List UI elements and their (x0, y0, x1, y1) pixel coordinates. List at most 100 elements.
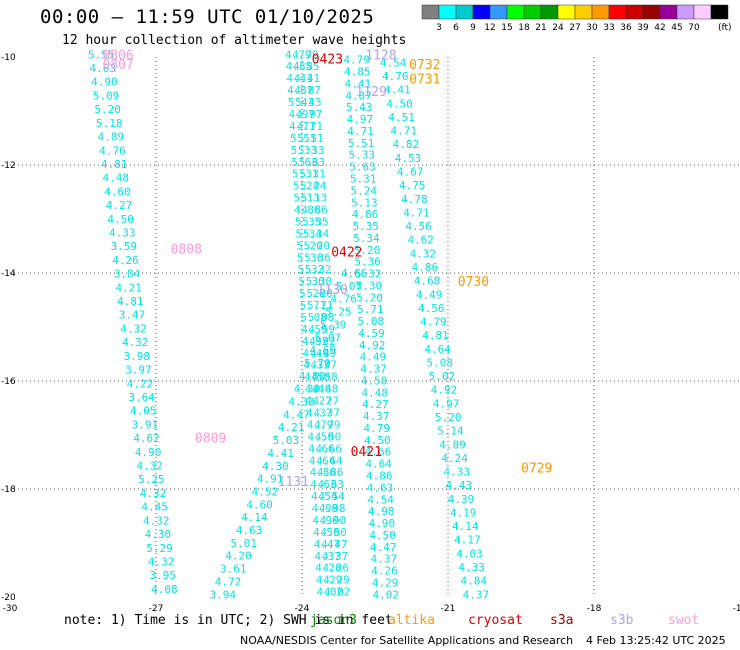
swot-swh-value: 3.64 (128, 391, 155, 404)
jason3-swh-value: 4.48 (312, 383, 339, 396)
swot-swh-value: 5.55 (88, 48, 115, 61)
pass-time-label: 0807 (102, 58, 133, 73)
jason3-swh-value: 4.64 (316, 454, 343, 467)
color-swatch (676, 4, 695, 20)
color-scale-label: 21 (535, 23, 546, 33)
jason3-swh-value: 4.92 (302, 335, 329, 348)
s3b-swh-value: 4.58 (361, 374, 388, 387)
altika-swh-value: 4.54 (380, 56, 407, 69)
swot-swh-value: 3.97 (125, 364, 152, 377)
s3b-swh-value: 5.20 (356, 291, 383, 304)
jason3-swh-value: 4.64 (309, 454, 336, 467)
swot-swh-value: 4.32 (122, 336, 149, 349)
cryosat-swh-value: 4.60 (246, 498, 272, 511)
jason3-swh-value: 5.24 (300, 180, 327, 193)
pass-time-label: 1129 (356, 85, 387, 100)
cryosat-swh-value: 4.66 (341, 267, 368, 280)
altika-swh-value: 4.89 (439, 438, 466, 451)
s3b-swh-value: 5.24 (351, 184, 378, 197)
s3b-swh-value: 5.63 (349, 161, 376, 174)
legend-cryosat: cryosat (468, 613, 523, 628)
jason3-swh-value: 4.98 (312, 502, 339, 515)
cryosat-swh-value: 3.94 (210, 588, 237, 601)
pass-time-label: 0730 (458, 275, 489, 290)
jason3-swh-value: 4.86 (310, 466, 337, 479)
y-tick-label: -10 (1, 53, 16, 63)
altika-swh-value: 4.76 (382, 70, 409, 83)
s3b-swh-value: 5.31 (350, 173, 377, 186)
color-scale-label: 30 (586, 23, 598, 33)
pass-time-label: 0421 (351, 445, 382, 460)
s3b-swh-value: 4.86 (366, 470, 393, 483)
s3b-swh-value: 4.71 (347, 125, 374, 138)
swot-swh-value: 4.32 (120, 322, 147, 335)
swot-swh-value: 4.32 (140, 487, 167, 500)
jason3-swh-value: 5.35 (295, 215, 322, 228)
x-tick-label: -27 (149, 604, 164, 614)
swot-swh-value: 4.50 (107, 213, 134, 226)
cryosat-swh-value: 5.07 (315, 331, 342, 344)
jason3-swh-value: 5.13 (301, 192, 328, 205)
s3b-swh-value: 4.92 (359, 339, 386, 352)
cryosat-swh-value: 4.47 (283, 408, 310, 421)
swot-swh-value: 4.89 (98, 131, 125, 144)
s3b-swh-value: 5.51 (348, 137, 375, 150)
swot-swh-value: 4.32 (143, 514, 170, 527)
swot-swh-value: 3.59 (111, 240, 138, 253)
jason3-swh-value: 4.71 (289, 120, 316, 133)
color-swatch (659, 4, 678, 20)
jason3-swh-value: 5.51 (297, 132, 324, 145)
cryosat-swh-value: 3.61 (220, 563, 247, 576)
cryosat-swh-value: 4.21 (278, 421, 305, 434)
cryosat-swh-value: 5.70 (304, 357, 331, 370)
altika-swh-value: 4.71 (390, 125, 417, 138)
cryosat-swh-value: 4.30 (294, 383, 321, 396)
x-tick-label: -24 (295, 604, 310, 614)
swot-swh-value: 4.05 (130, 405, 157, 418)
jason3-swh-value: 4.59 (301, 323, 328, 336)
axis-tick-labels: -30 -27 -24 -21 -18 -15 -10 -12 -14 -16 -18 -20 (1, 53, 740, 614)
altika-swh-value: 4.53 (395, 152, 422, 165)
altika-swh-value: 5.02 (429, 370, 456, 383)
s3b-swh-value: 4.86 (352, 208, 379, 221)
s3b-swh-value: 5.13 (351, 196, 378, 209)
pass-time-label: 0732 (409, 58, 440, 73)
jason3-swh-value: 5.13 (293, 192, 320, 205)
color-scale-label: 18 (518, 23, 530, 33)
s3b-swh-value: 4.37 (360, 363, 387, 376)
jason3-swh-value: 4.49 (303, 347, 330, 360)
jason3-swh-value: 4.29 (323, 574, 350, 587)
jason3-swh-value: 5.36 (304, 251, 331, 264)
color-swatch (710, 4, 729, 20)
altimeter-tracks: 5.554.634.905.095.205.184.894.764.814.48… (88, 48, 489, 601)
jason3-swh-value: 4.50 (313, 526, 340, 539)
altika-swh-value: 4.56 (418, 302, 445, 315)
s3b-swh-value: 4.27 (362, 398, 389, 411)
s3b-swh-value: 5.08 (358, 315, 385, 328)
pass-time-label: 0806 (102, 48, 133, 63)
altika-swh-value: 4.14 (452, 520, 479, 533)
jason3-swh-value: 5.33 (291, 144, 318, 157)
credit-line: NOAA/NESDIS Center for Satellite Applica… (240, 634, 574, 647)
s3b-swh-value: 4.79 (343, 54, 370, 67)
s3b-swh-value: 5.43 (346, 101, 373, 114)
color-scale-label: 33 (603, 23, 614, 33)
swot-swh-value: 4.22 (127, 377, 154, 390)
s3b-swh-value: 4.37 (363, 410, 390, 423)
jason3-swh-value: 4.79 (292, 48, 319, 61)
swot-swh-value: 4.48 (102, 172, 129, 185)
jason3-swh-value: 4.37 (314, 550, 341, 563)
pass-time-label: 1131 (278, 475, 309, 490)
jason3-swh-value: 4.41 (286, 72, 313, 85)
x-tick-label: -15 (733, 604, 740, 614)
color-scale-label: 9 (470, 23, 476, 33)
cryosat-swh-value: 5.03 (273, 434, 300, 447)
altika-swh-value: 4.24 (441, 452, 468, 465)
s3b-swh-value: 4.49 (360, 351, 387, 364)
jason3-swh-value: 4.86 (317, 466, 344, 479)
color-scale-label: 3 (436, 23, 442, 33)
color-swatch (523, 4, 542, 20)
swot-swh-value: 4.76 (99, 144, 126, 157)
legend-altika: altika (388, 613, 435, 628)
altika-swh-value: 4.97 (433, 397, 460, 410)
